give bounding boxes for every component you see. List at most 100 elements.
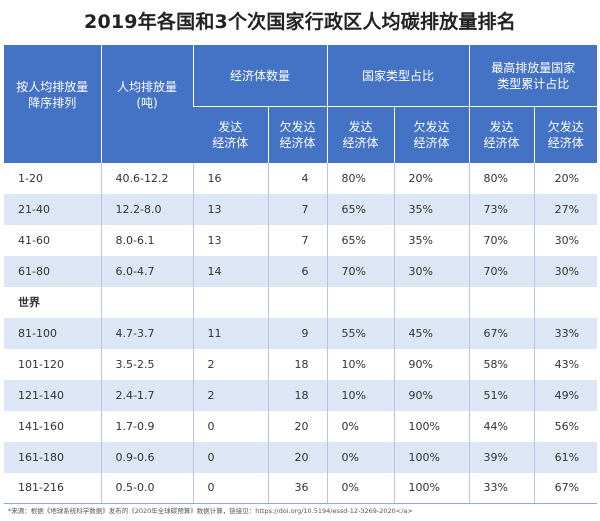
cell-dev-count: 16 bbox=[192, 162, 268, 194]
cell-cum-dev: 73% bbox=[468, 193, 535, 225]
cell-rank: 141-160 bbox=[18, 419, 64, 433]
cell-dev-count: 2 bbox=[192, 348, 268, 380]
cell-cum-undev bbox=[533, 286, 598, 318]
header-economy-count: 经济体数量 bbox=[192, 44, 328, 107]
header-economy-count-label: 经济体数量 bbox=[230, 68, 291, 83]
cell-cum-undev: 20% bbox=[533, 162, 598, 194]
cell-undev-share: 45% bbox=[393, 317, 470, 349]
header-underdeveloped-label: 欠发达 经济体 bbox=[413, 119, 450, 150]
cell-cum-dev: 70% bbox=[468, 255, 535, 287]
emissions-table: 按人均排放量 降序排列 人均排放量 (吨) 经济体数量 国家类型占比 最高排放量… bbox=[4, 44, 598, 504]
table-row: 121-140 2.4-1.7 2 18 10% 90% 51% 49% bbox=[4, 379, 598, 411]
header-rank-label: 按人均排放量 降序排列 bbox=[16, 80, 89, 110]
table-row: 1-20 40.6-12.2 16 4 80% 20% 80% 20% bbox=[4, 162, 598, 194]
header-share-developed: 发达 经济体 bbox=[326, 106, 395, 163]
cell-undev-share: 35% bbox=[393, 224, 470, 256]
header-rank: 按人均排放量 降序排列 bbox=[4, 44, 101, 163]
table-row: 141-160 1.7-0.9 0 20 0% 100% 44% 56% bbox=[4, 410, 598, 442]
cell-dev-share: 55% bbox=[326, 317, 395, 349]
cell-per-capita bbox=[100, 286, 193, 318]
cell-cum-undev: 33% bbox=[533, 317, 598, 349]
cell-dev-count: 0 bbox=[192, 472, 268, 504]
cell-cum-undev: 67% bbox=[533, 472, 598, 504]
cell-cum-dev: 58% bbox=[468, 348, 535, 380]
cell-dev-share: 80% bbox=[326, 162, 395, 194]
cell-cum-undev: 56% bbox=[533, 410, 598, 442]
page-title: 2019年各国和3个次国家行政区人均碳排放量排名 bbox=[84, 11, 516, 33]
cell-rank: 81-100 bbox=[4, 317, 101, 349]
cell-cum-dev: 44% bbox=[468, 410, 535, 442]
cell-dev-share: 65% bbox=[326, 193, 395, 225]
cell-dev-count: 13 bbox=[192, 224, 268, 256]
cell-per-capita: 12.2-8.0 bbox=[100, 193, 193, 225]
cell-undev-share: 100% bbox=[393, 441, 470, 473]
cell-rank: 101-120 bbox=[18, 357, 64, 371]
cell-undev-count: 9 bbox=[267, 317, 328, 349]
table-row: 161-180 0.9-0.6 0 20 0% 100% 39% 61% bbox=[4, 441, 598, 473]
cell-undev-count: 18 bbox=[267, 348, 328, 380]
header-developed-label: 发达 经济体 bbox=[342, 119, 379, 150]
header-type-share: 国家类型占比 bbox=[326, 44, 470, 107]
cell-cum-dev bbox=[468, 286, 535, 318]
cell-undev-count: 20 bbox=[267, 410, 328, 442]
header-type-share-label: 国家类型占比 bbox=[362, 68, 435, 83]
cell-undev-share: 90% bbox=[393, 379, 470, 411]
cell-rank: 161-180 bbox=[4, 441, 101, 473]
cell-rank: 61-80 bbox=[4, 255, 101, 287]
cell-undev-share: 100% bbox=[393, 410, 470, 442]
header-share-underdeveloped: 欠发达 经济体 bbox=[393, 106, 470, 163]
cell-rank: 181-216 bbox=[4, 472, 101, 504]
header-count-developed: 发达 经济体 bbox=[193, 106, 268, 163]
table-row: 41-60 8.0-6.1 13 7 65% 35% 70% 30% bbox=[4, 224, 598, 256]
header-per-capita: 人均排放量 (吨) bbox=[100, 44, 193, 163]
cell-cum-undev: 43% bbox=[533, 348, 598, 380]
cell-dev-count: 2 bbox=[192, 379, 268, 411]
cell-per-capita: 4.7-3.7 bbox=[100, 317, 193, 349]
cell-undev-share: 90% bbox=[393, 348, 470, 380]
cell-per-capita: 8.0-6.1 bbox=[100, 224, 193, 256]
header-cum-underdeveloped: 欠发达 经济体 bbox=[533, 106, 598, 163]
cell-rank: 1-20 bbox=[18, 171, 43, 185]
table-row: 101-120 3.5-2.5 2 18 10% 90% 58% 43% bbox=[4, 348, 598, 380]
header-underdeveloped-label: 欠发达 经济体 bbox=[279, 119, 316, 150]
cell-per-capita: 0.5-0.0 bbox=[100, 472, 193, 504]
cell-undev-count: 18 bbox=[267, 379, 328, 411]
cell-dev-share: 0% bbox=[326, 472, 395, 504]
cell-cum-dev: 80% bbox=[468, 162, 535, 194]
cell-cum-undev: 61% bbox=[533, 441, 598, 473]
cell-dev-share: 65% bbox=[326, 224, 395, 256]
cell-dev-count: 0 bbox=[192, 441, 268, 473]
cell-undev-share: 100% bbox=[393, 472, 470, 504]
header-developed-label: 发达 经济体 bbox=[212, 119, 249, 150]
cell-per-capita: 40.6-12.2 bbox=[100, 162, 193, 194]
cell-dev-share: 10% bbox=[326, 379, 395, 411]
cell-cum-undev: 49% bbox=[533, 379, 598, 411]
header-per-capita-label: 人均排放量 (吨) bbox=[116, 80, 177, 110]
table-body: 1-20 40.6-12.2 16 4 80% 20% 80% 20% 21-4… bbox=[4, 162, 598, 504]
cell-cum-undev: 30% bbox=[533, 224, 598, 256]
cell-rank: 21-40 bbox=[4, 193, 101, 225]
cell-per-capita: 0.9-0.6 bbox=[100, 441, 193, 473]
cell-cum-undev: 27% bbox=[533, 193, 598, 225]
cell-cum-dev: 33% bbox=[468, 472, 535, 504]
cell-dev-share bbox=[326, 286, 395, 318]
cell-undev-count bbox=[267, 286, 328, 318]
cell-dev-count bbox=[192, 286, 268, 318]
cell-cum-dev: 67% bbox=[468, 317, 535, 349]
cell-undev-count: 4 bbox=[267, 162, 328, 194]
cell-undev-count: 7 bbox=[267, 224, 328, 256]
cell-dev-count: 14 bbox=[192, 255, 268, 287]
cell-per-capita: 2.4-1.7 bbox=[100, 379, 193, 411]
cell-cum-undev: 30% bbox=[533, 255, 598, 287]
table-row: 21-40 12.2-8.0 13 7 65% 35% 73% 27% bbox=[4, 193, 598, 225]
cell-undev-count: 20 bbox=[267, 441, 328, 473]
cell-undev-count: 6 bbox=[267, 255, 328, 287]
cell-dev-count: 13 bbox=[192, 193, 268, 225]
cell-per-capita: 3.5-2.5 bbox=[100, 348, 193, 380]
cell-cum-dev: 70% bbox=[468, 224, 535, 256]
cell-dev-count: 0 bbox=[192, 410, 268, 442]
cell-undev-count: 36 bbox=[267, 472, 328, 504]
cell-cum-dev: 51% bbox=[468, 379, 535, 411]
cell-cum-dev: 39% bbox=[468, 441, 535, 473]
cell-dev-share: 70% bbox=[326, 255, 395, 287]
